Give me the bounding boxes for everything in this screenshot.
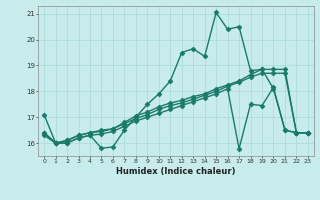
X-axis label: Humidex (Indice chaleur): Humidex (Indice chaleur) — [116, 167, 236, 176]
